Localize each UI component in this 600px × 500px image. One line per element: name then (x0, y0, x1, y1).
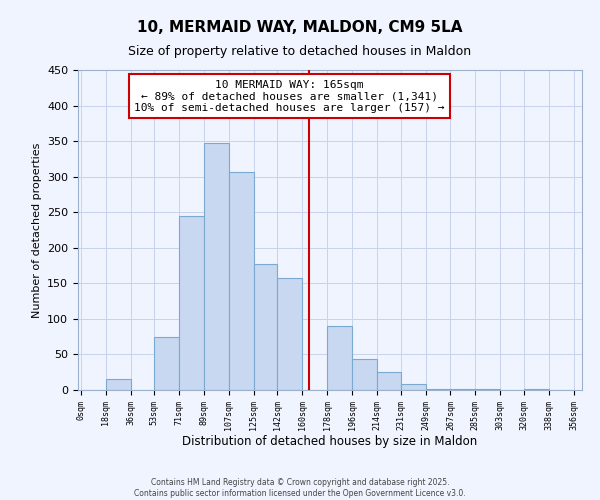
Text: 10 MERMAID WAY: 165sqm
← 89% of detached houses are smaller (1,341)
10% of semi-: 10 MERMAID WAY: 165sqm ← 89% of detached… (134, 80, 445, 113)
Bar (451, 388, 475, 390)
Bar (106, 378, 131, 390)
Bar (154, 338, 179, 390)
X-axis label: Distribution of detached houses by size in Maldon: Distribution of detached houses by size … (182, 436, 478, 448)
Bar (254, 264, 277, 390)
Bar (327, 326, 352, 390)
Bar (352, 358, 377, 390)
Bar (377, 372, 401, 390)
Bar (204, 142, 229, 390)
Text: Contains HM Land Registry data © Crown copyright and database right 2025.
Contai: Contains HM Land Registry data © Crown c… (134, 478, 466, 498)
Text: Size of property relative to detached houses in Maldon: Size of property relative to detached ho… (128, 45, 472, 58)
Bar (425, 388, 451, 390)
Bar (179, 216, 204, 390)
Bar (401, 384, 425, 390)
Bar (277, 278, 302, 390)
Bar (229, 172, 254, 390)
Text: 10, MERMAID WAY, MALDON, CM9 5LA: 10, MERMAID WAY, MALDON, CM9 5LA (137, 20, 463, 35)
Y-axis label: Number of detached properties: Number of detached properties (32, 142, 41, 318)
